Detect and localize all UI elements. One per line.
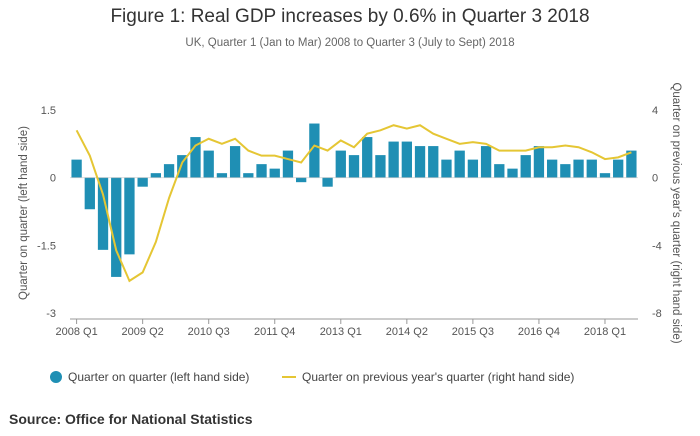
- bar-2017-q3: [573, 159, 584, 178]
- bar-2011-q3: [256, 164, 267, 178]
- legend-label-quarter-on-previous-year: Quarter on previous year's quarter (righ…: [302, 370, 574, 384]
- y-left-tick-label: -1.5: [37, 240, 56, 252]
- bar-2008-q1: [71, 159, 82, 178]
- y-axis-left: 1.5 0 -1.5 -3: [37, 105, 56, 320]
- bar-2008-q3: [97, 177, 109, 250]
- bar-2013-q3: [362, 137, 373, 178]
- bar-2014-q3: [414, 146, 426, 178]
- bar-2015-q3: [467, 159, 479, 178]
- bar-2012-q4: [322, 177, 333, 187]
- bar-2016-q4: [533, 146, 545, 178]
- bar-2015-q4: [480, 146, 492, 178]
- bar-2009-q1: [124, 177, 135, 255]
- bar-2009-q3: [150, 173, 162, 178]
- bar-2016-q2: [507, 168, 518, 178]
- legend-label-quarter-on-quarter: Quarter on quarter (left hand side): [68, 370, 249, 384]
- y-right-tick-label: -8: [652, 308, 662, 320]
- bar-2010-q1: [177, 155, 188, 178]
- y-right-tick-label: 0: [652, 173, 658, 185]
- yoy-line: [75, 124, 632, 283]
- bar-2015-q1: [441, 159, 452, 178]
- bar-2013-q2: [348, 155, 360, 178]
- y-left-tick-label: 0: [50, 173, 56, 185]
- y-left-tick-label: 1.5: [41, 105, 56, 117]
- bar-2010-q4: [216, 173, 228, 178]
- bar-2014-q4: [428, 146, 439, 178]
- bar-2018-q1: [599, 173, 611, 178]
- x-tick-label: 2016 Q4: [518, 326, 560, 338]
- bar-2009-q2: [137, 177, 148, 187]
- y-axis-right-title: Quarter on previous year's quarter (righ…: [670, 82, 682, 343]
- bar-2011-q1: [229, 146, 241, 178]
- bar-2012-q3: [309, 123, 320, 178]
- chart-title: Figure 1: Real GDP increases by 0.6% in …: [110, 6, 590, 27]
- legend: Quarter on quarter (left hand side) Quar…: [50, 370, 574, 384]
- x-axis: 2008 Q1 2009 Q2 2010 Q3 2011 Q4 2013 Q1 2014 …: [55, 319, 626, 338]
- bar-2008-q2: [84, 177, 95, 210]
- bar-2010-q2: [190, 137, 201, 178]
- chart-subtitle: UK, Quarter 1 (Jan to Mar) 2008 to Quart…: [185, 37, 515, 49]
- bar-2017-q4: [586, 159, 597, 178]
- y-right-tick-label: -4: [652, 240, 662, 252]
- x-tick-label: 2010 Q3: [188, 326, 230, 338]
- bar-2013-q4: [375, 155, 386, 178]
- source-note: Source: Office for National Statistics: [9, 411, 253, 427]
- y-axis-left-title: Quarter on quarter (left hand side): [18, 126, 30, 300]
- x-tick-label: 2008 Q1: [55, 326, 97, 338]
- bar-2013-q1: [335, 150, 346, 178]
- bar-series: [71, 123, 637, 277]
- legend-swatch-quarter-on-quarter: [50, 371, 62, 383]
- bar-2010-q3: [203, 150, 214, 178]
- bar-2018-q3: [626, 150, 637, 178]
- chart: 1.50-1.5-3 40-4-8 2008 Q1 2009 Q2 2010 Q3 2…: [18, 82, 682, 384]
- y-left-tick-label: -3: [46, 308, 56, 320]
- x-tick-label: 2009 Q2: [122, 326, 164, 338]
- x-tick-label: 2018 Q1: [584, 326, 626, 338]
- bar-2017-q1: [546, 159, 558, 178]
- bar-2016-q1: [494, 164, 505, 178]
- bar-2009-q4: [163, 164, 175, 178]
- bar-2016-q3: [520, 155, 531, 178]
- x-tick-label: 2011 Q4: [254, 326, 295, 338]
- x-tick-label: 2015 Q3: [452, 326, 494, 338]
- bar-2012-q1: [282, 150, 294, 178]
- bar-2017-q2: [560, 164, 571, 178]
- bar-2008-q4: [111, 177, 122, 277]
- bar-2018-q2: [613, 159, 624, 178]
- bar-2014-q2: [401, 141, 412, 178]
- bar-2015-q2: [454, 150, 465, 178]
- x-tick-label: 2013 Q1: [320, 326, 362, 338]
- x-tick-label: 2014 Q2: [386, 326, 428, 338]
- y-axis-right: 4 0 -4 -8: [652, 105, 662, 320]
- bar-2011-q4: [269, 168, 280, 178]
- bar-2011-q2: [243, 173, 254, 178]
- bar-2012-q2: [296, 177, 307, 183]
- y-right-tick-label: 4: [652, 105, 658, 117]
- bar-2014-q1: [388, 141, 399, 178]
